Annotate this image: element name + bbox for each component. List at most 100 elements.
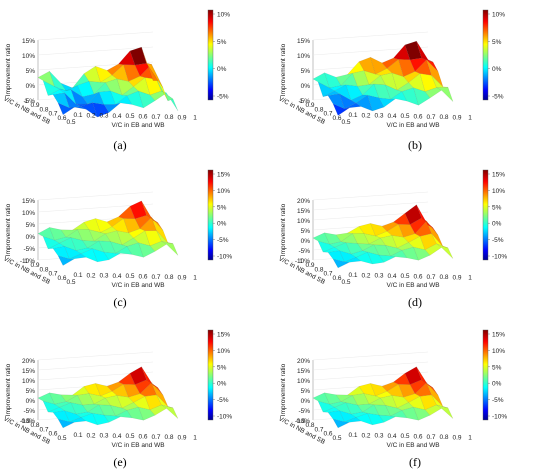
panel-label-c: (c) xyxy=(113,295,127,309)
colorbar-tick-label: 0% xyxy=(492,221,502,228)
x-tick-label: 0.6 xyxy=(413,434,422,441)
colorbar-tick-label: -5% xyxy=(492,237,504,244)
y-tick-label: 0.7 xyxy=(323,271,332,278)
y-tick-label: 0.5 xyxy=(57,435,66,442)
x-tick-label: 0.9 xyxy=(177,114,186,121)
x-tick-label: 0.8 xyxy=(164,114,173,121)
colorbar-tick-label: -10% xyxy=(217,254,232,261)
z-tick-label: 5% xyxy=(301,388,311,395)
y-tick-label: 1 xyxy=(299,98,303,105)
surface-patch xyxy=(161,241,179,256)
colorbar-tick-label: -10% xyxy=(217,414,232,421)
chart-svg-d: 20%15%10%5%0%-5%-10%Improvement ratio0.1… xyxy=(277,169,507,289)
chart-svg-f: 20%15%10%5%0%-5%-10%Improvement ratio0.1… xyxy=(277,329,507,449)
x-tick-label: 0.2 xyxy=(361,432,370,439)
colorbar-tick-label: -10% xyxy=(492,414,507,421)
z-tick-label: 15% xyxy=(22,198,35,205)
colorbar xyxy=(482,9,489,101)
y-tick-label: 0.5 xyxy=(66,279,75,286)
colorbar-tick-label: -5% xyxy=(217,397,229,404)
z-gridline xyxy=(37,191,154,201)
y-tick-label: 0.6 xyxy=(57,115,66,122)
y-tick-label: 0.7 xyxy=(323,111,332,118)
z-tick-label: 10% xyxy=(297,218,310,225)
x-axis-label: V/C in EB and WB xyxy=(111,122,164,129)
z-tick-label: 5% xyxy=(26,388,36,395)
colorbar xyxy=(482,169,489,261)
z-tick-label: -5% xyxy=(23,408,35,415)
colorbar-tick-label: 15% xyxy=(217,332,230,339)
colorbar xyxy=(207,329,214,421)
z-gridline xyxy=(312,191,429,201)
colorbar-tick-label: 10% xyxy=(492,188,505,195)
z-axis-label: Improvement ratio xyxy=(280,43,287,96)
x-tick-label: 0.2 xyxy=(86,432,95,439)
colorbar-tick-label: 5% xyxy=(217,364,227,371)
surface-patch xyxy=(436,404,454,419)
z-tick-label: 0% xyxy=(26,398,36,405)
colorbar-tick-label: 5% xyxy=(492,364,502,371)
colorbar-tick-label: 5% xyxy=(217,204,227,211)
z-gridline xyxy=(37,361,154,371)
x-tick-label: 0.8 xyxy=(439,434,448,441)
x-tick-label: 0.5 xyxy=(125,273,134,280)
z-tick-label: 10% xyxy=(22,378,35,385)
chart-panel-e: 20% 15% 10% 5% 0% -5% -10% Improvement ratio 0.1… xyxy=(0,320,275,450)
z-tick-label: 15% xyxy=(22,38,35,45)
panel-label-a: (a) xyxy=(113,138,127,152)
colorbar xyxy=(207,169,214,261)
y-tick-label: 0.5 xyxy=(332,435,341,442)
colorbar-tick-label: 5% xyxy=(492,39,502,46)
panel-label-f: (f) xyxy=(409,455,421,469)
x-tick-label: 0.7 xyxy=(151,114,160,121)
x-tick-label: 0.9 xyxy=(177,434,186,441)
x-tick-label: 0.1 xyxy=(73,112,82,119)
chart-panel-a: 15% 10% 5% 0% -5% Improvement ratio 0.1 0.2 0.3 0… xyxy=(0,0,275,130)
x-tick-label: 0.3 xyxy=(99,433,108,440)
colorbar-tick-label: -5% xyxy=(492,94,504,101)
surface-patch xyxy=(161,404,179,419)
z-tick-label: -10% xyxy=(295,258,310,265)
colorbar-tick-label: 5% xyxy=(492,204,502,211)
x-tick-label: 0.6 xyxy=(413,274,422,281)
x-tick-label: 0.7 xyxy=(426,274,435,281)
x-tick-label: 0.7 xyxy=(151,434,160,441)
y-tick-label: 0.5 xyxy=(341,279,350,286)
colorbar-tick-label: 15% xyxy=(492,332,505,339)
z-tick-label: 15% xyxy=(297,208,310,215)
panel-label-d: (d) xyxy=(408,295,422,309)
z-gridline xyxy=(312,361,429,371)
x-tick-label: 0.8 xyxy=(164,434,173,441)
z-tick-label: 5% xyxy=(301,228,311,235)
y-tick-label: 0.8 xyxy=(314,266,323,273)
x-axis-label: V/C in EB and WB xyxy=(111,442,164,449)
x-tick-label: 0.9 xyxy=(452,274,461,281)
surface-patch xyxy=(436,243,454,259)
y-tick-label: 0.7 xyxy=(314,426,323,433)
x-tick-label: 0.6 xyxy=(138,434,147,441)
x-tick-label: 0.4 xyxy=(112,113,121,120)
x-tick-label: 0.1 xyxy=(73,272,82,279)
z-tick-label: 10% xyxy=(297,378,310,385)
colorbar-tick-label: 15% xyxy=(492,172,505,179)
x-axis-label: V/C in EB and WB xyxy=(111,282,164,289)
x-tick-label: 0.7 xyxy=(426,434,435,441)
z-tick-label: 5% xyxy=(26,68,36,75)
z-tick-label: 0% xyxy=(301,83,311,90)
y-tick-label: 0.9 xyxy=(21,418,30,425)
z-tick-label: -5% xyxy=(298,98,310,105)
x-tick-label: 0.2 xyxy=(361,112,370,119)
x-tick-label: 1 xyxy=(468,435,472,442)
x-tick-label: 1 xyxy=(193,435,197,442)
x-tick-label: 1 xyxy=(193,275,197,282)
x-tick-label: 0.1 xyxy=(348,112,357,119)
colorbar-tick-label: 5% xyxy=(217,39,227,46)
y-tick-label: 0.9 xyxy=(296,418,305,425)
y-tick-label: 0.9 xyxy=(305,262,314,269)
y-tick-label: 0.7 xyxy=(48,111,57,118)
colorbar-tick-label: 0% xyxy=(492,381,502,388)
surface-patch xyxy=(141,200,159,223)
y-tick-label: 0.8 xyxy=(39,106,48,113)
chart-panel-b: 15% 10% 5% 0% -5% Improvement ratio 0.1 0.2 0.3 0… xyxy=(275,0,550,130)
